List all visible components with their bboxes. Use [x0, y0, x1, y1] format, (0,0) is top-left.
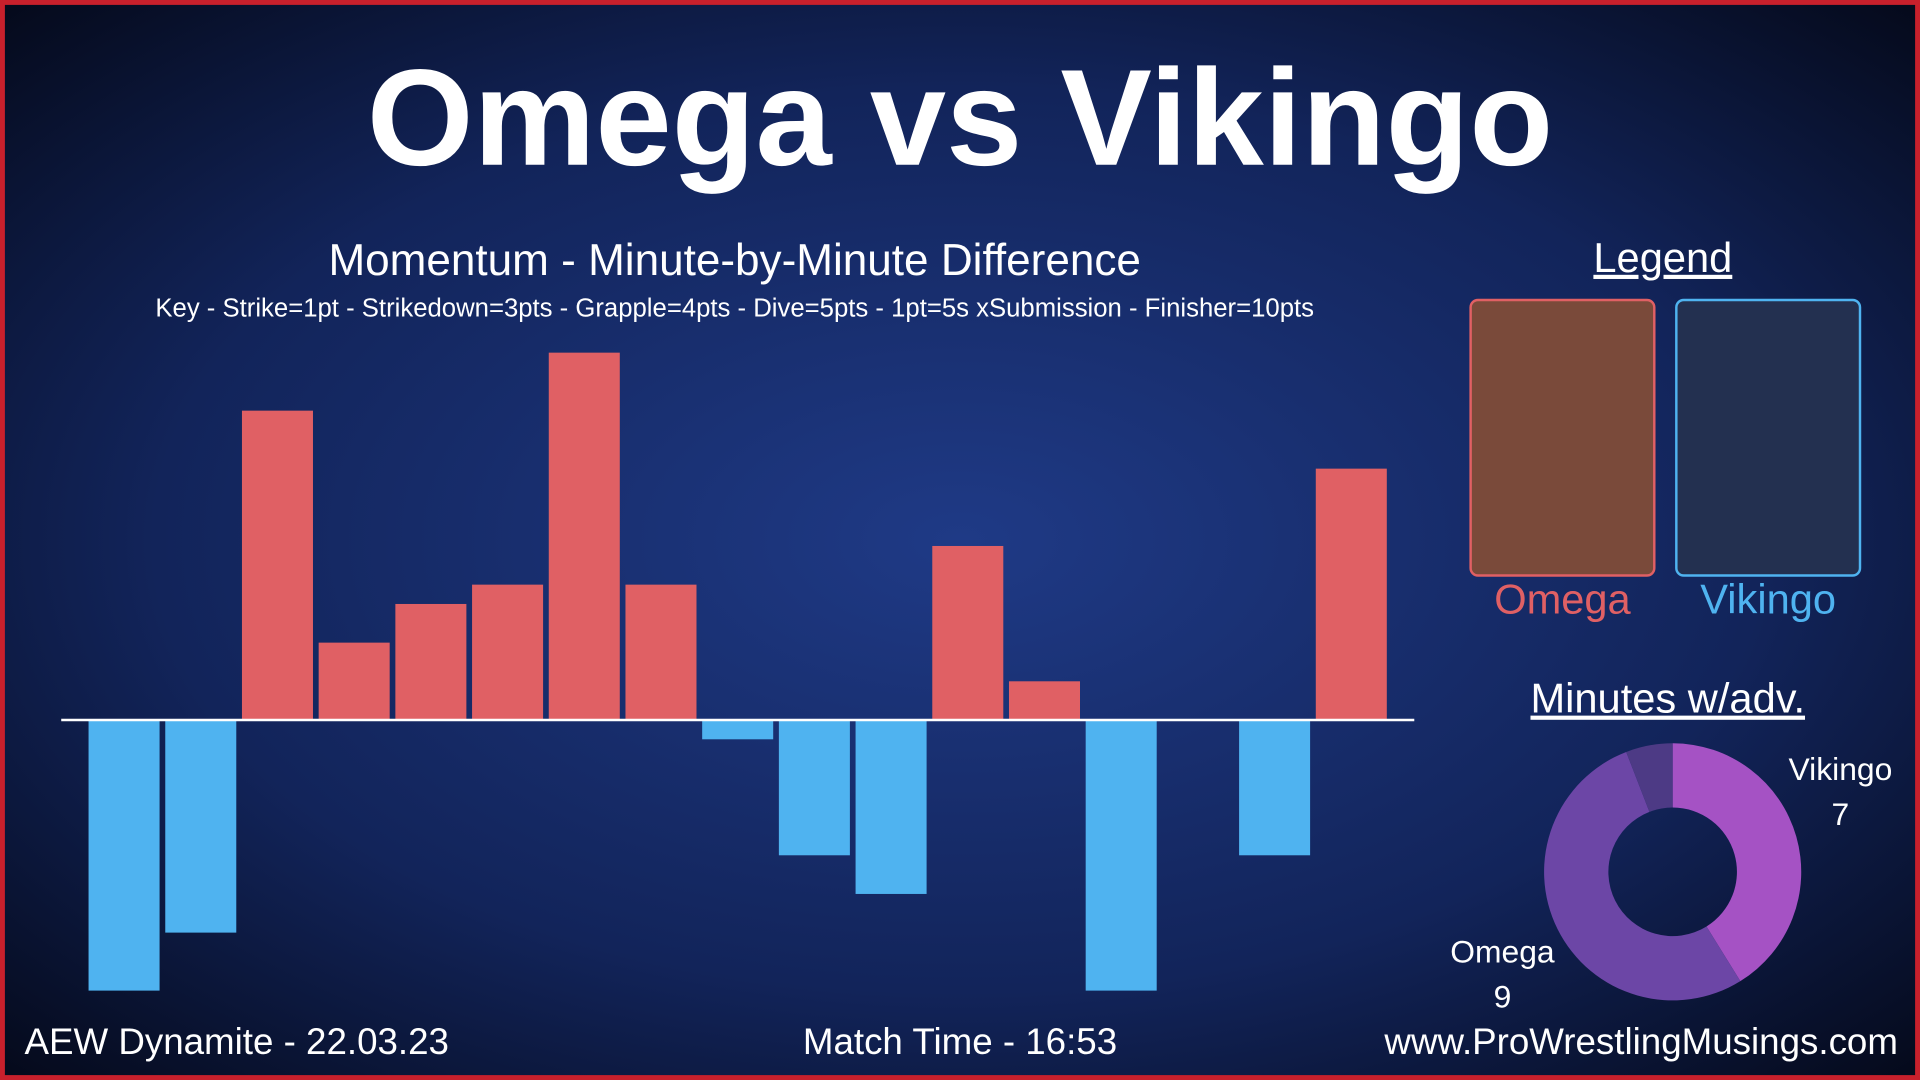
footer-event: AEW Dynamite - 22.03.23 [24, 1021, 448, 1062]
bar [1239, 719, 1311, 856]
legend-label: Omega [1494, 575, 1631, 622]
bar [702, 719, 774, 740]
chart-title: Momentum - Minute-by-Minute Difference [328, 236, 1140, 285]
pie-slice [1544, 751, 1741, 1001]
bar [855, 719, 927, 894]
bar [472, 584, 544, 720]
legend-title: Legend [1593, 234, 1732, 281]
footer-website: www.ProWrestlingMusings.com [1383, 1021, 1898, 1062]
bar [625, 584, 697, 720]
bar-group [88, 352, 1387, 991]
chart-subtitle: Key - Strike=1pt - Strikedown=3pts - Gra… [155, 295, 1314, 323]
pie-label: Vikingo [1788, 751, 1892, 787]
bar [395, 603, 467, 720]
vikingo-photo [1675, 298, 1862, 577]
bar [88, 719, 160, 991]
pie-value-label: 7 [1832, 796, 1850, 832]
pie-slice [1626, 743, 1673, 812]
bar [1085, 719, 1157, 991]
pie-group: Vikingo 7 Omega 9 [1450, 743, 1892, 1015]
bar [932, 545, 1004, 720]
footer-match-time: Match Time - 16:53 [803, 1021, 1117, 1062]
bar [548, 352, 620, 720]
bar [1315, 468, 1387, 720]
pie-value-label: 9 [1494, 979, 1512, 1015]
legend: Omega Vikingo [1494, 575, 1836, 622]
pie-title: Minutes w/adv. [1530, 675, 1805, 722]
bar [165, 719, 237, 933]
legend-label: Vikingo [1700, 575, 1836, 622]
page-title: Omega vs Vikingo [367, 42, 1553, 195]
omega-photo [1469, 298, 1656, 577]
pie-slice [1672, 743, 1802, 982]
bar [241, 410, 313, 720]
bar [1008, 681, 1080, 720]
bar [778, 719, 850, 856]
bar [318, 642, 390, 720]
pie-label: Omega [1450, 933, 1555, 969]
